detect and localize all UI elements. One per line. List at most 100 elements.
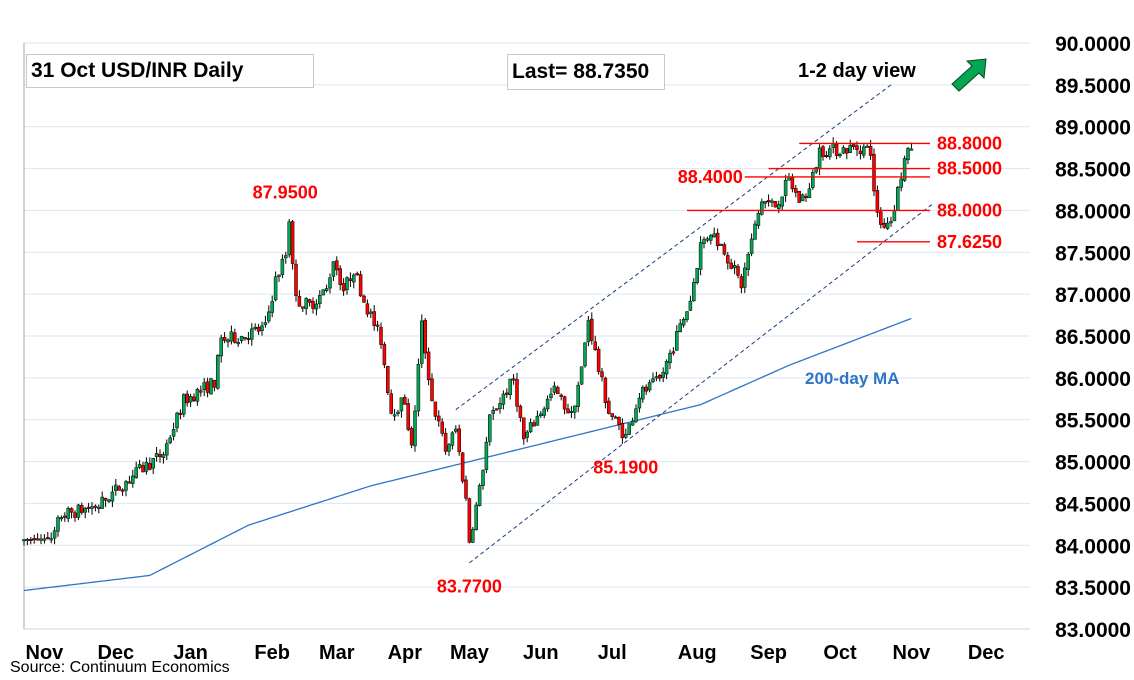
candle xyxy=(709,235,713,241)
candle xyxy=(270,301,274,313)
level-label: 88.4000 xyxy=(678,167,743,187)
candle xyxy=(338,268,342,285)
candle xyxy=(433,401,438,417)
candle xyxy=(477,485,482,506)
candle xyxy=(239,336,244,341)
candle xyxy=(97,506,101,509)
level-label: 88.0000 xyxy=(937,200,1002,220)
candle xyxy=(450,432,455,446)
candle xyxy=(35,538,40,541)
candle xyxy=(576,384,580,407)
candle xyxy=(845,148,849,154)
candle xyxy=(124,481,128,491)
candle xyxy=(688,300,693,311)
candle xyxy=(202,382,206,391)
candle xyxy=(440,421,444,434)
candle xyxy=(773,201,778,208)
candle xyxy=(287,221,291,256)
candle xyxy=(107,499,111,502)
x-tick-label: Feb xyxy=(254,642,290,664)
candle xyxy=(277,274,281,277)
candle xyxy=(39,538,43,541)
candle xyxy=(671,351,676,354)
candle xyxy=(746,254,750,270)
candle xyxy=(637,397,642,409)
candle xyxy=(229,331,234,342)
candle xyxy=(892,210,897,222)
candle xyxy=(443,432,448,452)
candle xyxy=(464,479,468,499)
candle xyxy=(73,512,77,518)
x-tick-label: Mar xyxy=(319,642,355,664)
candle xyxy=(243,337,247,340)
chart-title: 31 Oct USD/INR Daily xyxy=(26,54,314,88)
candle xyxy=(783,180,788,196)
candle xyxy=(263,322,268,325)
candle xyxy=(685,311,689,320)
candle xyxy=(617,417,621,425)
candle xyxy=(603,377,608,403)
candle xyxy=(566,408,570,414)
candle xyxy=(413,410,417,447)
y-tick-label: 89.0000 xyxy=(1055,117,1131,140)
x-tick-label: Nov xyxy=(26,642,65,664)
candle xyxy=(664,361,669,375)
candle xyxy=(848,145,852,153)
y-tick-label: 86.0000 xyxy=(1055,368,1131,391)
candle xyxy=(695,268,699,283)
candle xyxy=(182,394,186,415)
candle xyxy=(46,537,50,540)
candle xyxy=(644,386,648,392)
candle xyxy=(246,337,251,340)
candle xyxy=(416,364,421,412)
candle xyxy=(532,422,536,427)
candle xyxy=(301,306,305,309)
candle xyxy=(508,378,512,395)
candle xyxy=(426,351,431,381)
candle xyxy=(280,258,285,275)
candle xyxy=(814,167,818,173)
candle xyxy=(613,416,618,419)
candle xyxy=(69,508,74,513)
x-tick-label: Apr xyxy=(388,642,423,664)
candle xyxy=(158,453,162,458)
candle xyxy=(749,238,754,254)
candle xyxy=(171,429,176,437)
candle xyxy=(454,428,458,432)
candle xyxy=(790,176,795,190)
candle xyxy=(49,538,53,541)
candle xyxy=(797,190,801,203)
candle xyxy=(654,376,659,379)
candle xyxy=(297,296,302,307)
candle xyxy=(216,354,220,389)
candle xyxy=(236,342,240,345)
candle xyxy=(692,282,696,302)
candle xyxy=(335,260,339,271)
candle xyxy=(141,465,145,473)
candle xyxy=(63,515,67,518)
candle xyxy=(29,538,33,541)
candle xyxy=(290,221,295,264)
candle xyxy=(862,146,866,156)
candle xyxy=(324,288,329,292)
candle xyxy=(899,178,903,188)
level-label: 88.8000 xyxy=(937,133,1002,153)
candle xyxy=(661,372,665,378)
candle xyxy=(766,199,771,203)
x-tick-label: Sep xyxy=(750,642,787,664)
candle xyxy=(651,378,655,382)
candle xyxy=(392,414,397,417)
candle xyxy=(488,414,492,442)
candle xyxy=(423,319,427,354)
candle xyxy=(137,464,142,468)
candle xyxy=(736,266,740,276)
candle xyxy=(389,393,393,414)
candle xyxy=(780,196,784,207)
candle xyxy=(76,504,81,518)
candle xyxy=(362,295,366,303)
candle xyxy=(365,303,370,315)
ma200-line xyxy=(23,317,912,592)
x-tick-label: May xyxy=(450,642,490,664)
channel-upper-line xyxy=(455,84,892,411)
y-tick-label: 86.5000 xyxy=(1055,326,1131,349)
